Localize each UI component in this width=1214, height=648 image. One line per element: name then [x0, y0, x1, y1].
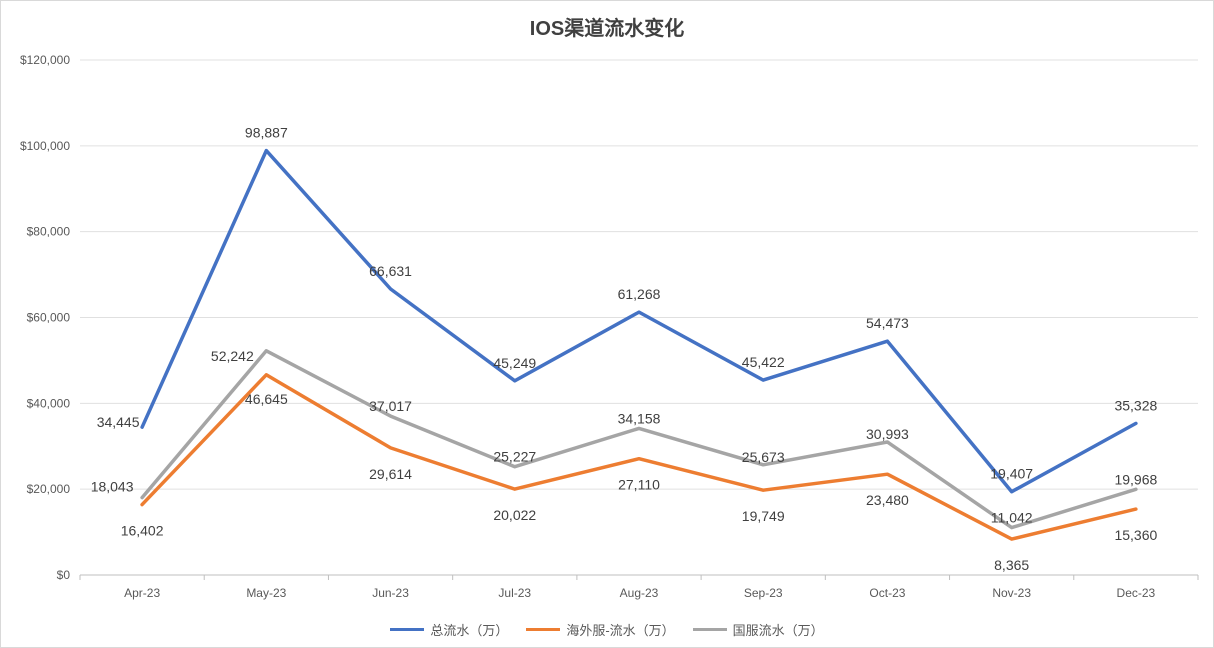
- data-label: 16,402: [121, 523, 164, 539]
- data-label: 27,110: [618, 477, 660, 493]
- y-tick-label: $80,000: [27, 225, 71, 239]
- x-tick-label: Nov-23: [992, 586, 1031, 600]
- chart-title: IOS渠道流水变化: [529, 18, 685, 40]
- data-label: 61,268: [618, 286, 661, 302]
- data-label: 66,631: [369, 263, 412, 279]
- x-tick-label: Dec-23: [1117, 586, 1156, 600]
- data-label: 25,227: [493, 449, 536, 465]
- y-tick-label: $120,000: [20, 53, 70, 67]
- legend-label-overseas: 海外服-流水（万）: [566, 623, 675, 638]
- data-label: 37,017: [369, 398, 412, 414]
- x-tick-label: Jul-23: [498, 586, 531, 600]
- legend-label-domestic: 国服流水（万）: [732, 623, 824, 638]
- x-tick-label: Aug-23: [620, 586, 659, 600]
- y-tick-label: $60,000: [27, 311, 71, 325]
- data-label: 11,042: [991, 510, 1033, 526]
- legend-item-domestic: 国服流水（万）: [692, 620, 824, 639]
- data-label: 34,445: [97, 414, 140, 430]
- data-label: 25,673: [742, 449, 785, 465]
- data-label: 54,473: [866, 315, 909, 331]
- y-tick-label: $20,000: [27, 482, 71, 496]
- series-line-2: [140, 349, 1138, 530]
- data-label: 45,422: [742, 354, 785, 370]
- data-label: 30,993: [866, 426, 909, 442]
- data-label: 19,749: [742, 508, 785, 524]
- x-tick-label: Oct-23: [869, 586, 905, 600]
- legend-item-overseas: 海外服-流水（万）: [526, 620, 675, 639]
- y-tick-label: $100,000: [20, 139, 70, 153]
- legend-label-total: 总流水（万）: [430, 623, 509, 638]
- legend-swatch-domestic: [692, 628, 727, 631]
- series-line-1: [140, 373, 1138, 541]
- x-tick-label: May-23: [246, 586, 286, 600]
- data-label: 98,887: [245, 125, 288, 141]
- data-label: 15,360: [1114, 527, 1157, 543]
- data-label: 35,328: [1114, 397, 1157, 413]
- data-label: 20,022: [493, 507, 536, 523]
- legend: 总流水（万） 海外服-流水（万） 国服流水（万）: [0, 620, 1214, 639]
- y-tick-label: $40,000: [27, 396, 71, 410]
- data-label: 45,249: [493, 355, 536, 371]
- data-label: 19,407: [990, 466, 1033, 482]
- x-tick-label: Apr-23: [124, 586, 160, 600]
- legend-swatch-total: [390, 628, 425, 631]
- data-label: 19,968: [1114, 471, 1157, 487]
- y-tick-label: $0: [57, 568, 71, 582]
- data-label: 23,480: [866, 492, 909, 508]
- data-label: 52,242: [211, 348, 254, 364]
- data-label: 18,043: [91, 479, 134, 495]
- x-tick-label: Jun-23: [372, 586, 409, 600]
- data-label: 8,365: [994, 557, 1029, 573]
- legend-swatch-overseas: [526, 628, 561, 631]
- data-label: 46,645: [245, 391, 288, 407]
- data-label: 34,158: [618, 410, 661, 426]
- series-line-0: [140, 148, 1138, 494]
- x-tick-label: Sep-23: [744, 586, 783, 600]
- data-label: 29,614: [369, 466, 412, 482]
- legend-item-total: 总流水（万）: [390, 620, 508, 639]
